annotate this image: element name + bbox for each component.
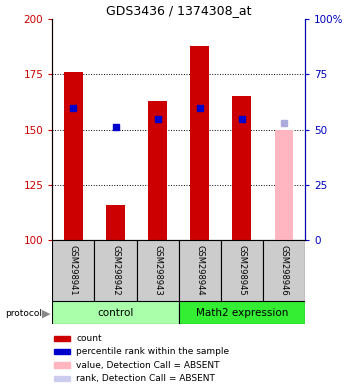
Bar	[221, 240, 263, 301]
Text: ▶: ▶	[42, 309, 50, 319]
Text: GSM298942: GSM298942	[111, 245, 120, 296]
Bar	[136, 240, 179, 301]
Bar	[263, 240, 305, 301]
Text: protocol: protocol	[5, 309, 42, 318]
Text: GSM298943: GSM298943	[153, 245, 162, 296]
Bar	[148, 101, 167, 240]
Text: percentile rank within the sample: percentile rank within the sample	[76, 347, 230, 356]
Text: GSM298945: GSM298945	[238, 245, 246, 296]
Bar	[274, 129, 293, 240]
Text: value, Detection Call = ABSENT: value, Detection Call = ABSENT	[76, 361, 220, 369]
Bar	[64, 72, 83, 240]
Bar	[95, 240, 136, 301]
Bar	[179, 301, 305, 324]
Bar	[106, 205, 125, 240]
Text: GSM298944: GSM298944	[195, 245, 204, 296]
Bar	[52, 301, 179, 324]
Text: rank, Detection Call = ABSENT: rank, Detection Call = ABSENT	[76, 374, 215, 383]
Title: GDS3436 / 1374308_at: GDS3436 / 1374308_at	[106, 3, 252, 17]
Bar	[53, 376, 70, 381]
Bar	[52, 240, 95, 301]
Bar	[53, 349, 70, 354]
Text: GSM298941: GSM298941	[69, 245, 78, 296]
Bar	[232, 96, 251, 240]
Text: GSM298946: GSM298946	[279, 245, 288, 296]
Bar	[53, 362, 70, 368]
Text: count: count	[76, 334, 102, 343]
Text: control: control	[97, 308, 134, 318]
Text: Math2 expression: Math2 expression	[196, 308, 288, 318]
Bar	[179, 240, 221, 301]
Bar	[190, 46, 209, 240]
Bar	[53, 336, 70, 341]
